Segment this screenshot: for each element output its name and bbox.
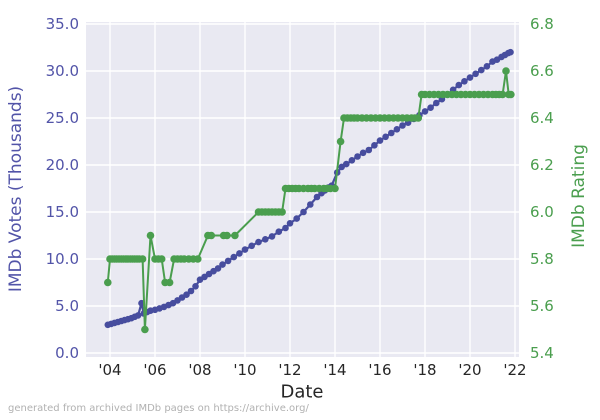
votes-data-point — [293, 215, 301, 222]
votes-data-point — [371, 142, 378, 149]
rating-data-point — [157, 255, 166, 263]
left-tick-labels: 0.0 5.0 10.0 15.0 20.0 25.0 30.0 35.0 — [46, 15, 79, 362]
x-axis-tick-label: '08 — [188, 361, 211, 379]
left-axis-tick-label: 15.0 — [46, 203, 79, 221]
votes-data-point — [365, 146, 373, 154]
votes-data-point — [427, 104, 434, 111]
left-axis-tick-label: 10.0 — [46, 250, 79, 268]
votes-data-point — [183, 291, 190, 299]
rating-data-point — [146, 231, 155, 240]
rating-data-point — [278, 208, 286, 216]
votes-data-point — [359, 149, 367, 157]
rating-data-point — [331, 184, 339, 193]
x-axis-tick-label: '16 — [368, 361, 391, 379]
votes-data-point — [433, 99, 440, 107]
votes-data-point — [478, 66, 485, 74]
x-axis-tick-label: '14 — [323, 361, 346, 379]
votes-data-point — [483, 63, 491, 70]
votes-data-point — [466, 74, 474, 81]
votes-data-point — [134, 312, 142, 319]
votes-data-point — [255, 238, 262, 246]
votes-data-point — [192, 283, 199, 290]
votes-data-point — [282, 224, 289, 232]
votes-data-point — [224, 257, 232, 265]
rating-data-point — [165, 278, 174, 287]
rating-data-point — [336, 137, 345, 146]
votes-data-point — [354, 153, 361, 160]
votes-data-point — [268, 233, 276, 240]
right-axis-tick-label: 6.0 — [530, 203, 554, 221]
votes-data-point — [187, 287, 195, 295]
attribution-note: generated from archived IMDb pages on ht… — [8, 403, 309, 414]
votes-data-point — [275, 228, 283, 235]
votes-data-point — [455, 81, 463, 89]
right-tick-labels: 5.4 5.6 5.8 6.0 6.2 6.4 6.6 6.8 — [530, 15, 554, 362]
x-axis-tick-label: '06 — [143, 361, 166, 379]
rating-data-point — [141, 325, 149, 334]
votes-data-point — [300, 208, 307, 216]
votes-data-point — [472, 70, 479, 78]
rating-data-point — [502, 67, 510, 75]
votes-data-point — [421, 108, 429, 115]
x-axis-tick-label: '18 — [413, 361, 436, 379]
rating-data-point — [138, 255, 147, 263]
votes-data-point — [313, 193, 321, 201]
votes-data-point — [307, 201, 314, 208]
rating-data-point — [207, 231, 216, 240]
left-axis-tick-label: 20.0 — [46, 156, 79, 174]
votes-data-point — [388, 129, 395, 137]
rating-data-point — [507, 90, 515, 99]
x-tick-labels: '04 '06 '08 '10 '12 '14 '16 '18 '20 '22 — [98, 361, 526, 379]
votes-data-point — [262, 236, 269, 243]
votes-data-point — [343, 160, 350, 168]
y-axis-label-left: IMDb Votes (Thousands) — [6, 85, 26, 293]
votes-data-point — [376, 137, 384, 144]
votes-data-point — [219, 261, 226, 268]
votes-data-point — [348, 157, 356, 164]
votes-data-point — [230, 253, 238, 261]
left-axis-tick-label: 0.0 — [55, 344, 79, 362]
rating-data-point — [223, 231, 231, 240]
right-axis-tick-label: 6.6 — [530, 62, 554, 80]
right-axis-tick-label: 5.8 — [530, 250, 554, 268]
votes-data-point — [248, 242, 255, 250]
votes-data-point — [241, 246, 249, 253]
votes-data-point — [286, 220, 294, 227]
rating-data-point — [498, 90, 507, 99]
votes-data-point — [399, 122, 406, 129]
rating-data-point — [414, 114, 423, 122]
votes-data-point — [214, 265, 222, 272]
right-axis-tick-label: 6.2 — [530, 156, 554, 174]
x-axis-tick-label: '10 — [233, 361, 256, 379]
x-axis-tick-label: '22 — [503, 361, 526, 379]
votes-data-point — [236, 250, 243, 257]
right-axis-tick-label: 5.6 — [530, 297, 554, 315]
votes-data-point — [461, 78, 468, 85]
left-axis-tick-label: 25.0 — [46, 109, 79, 127]
rating-data-point — [231, 231, 239, 240]
rating-series — [104, 67, 515, 334]
left-axis-tick-label: 30.0 — [46, 62, 79, 80]
x-axis-label: Date — [280, 381, 324, 403]
votes-data-point — [507, 48, 514, 56]
x-axis-tick-label: '20 — [458, 361, 481, 379]
y-axis-label-right: IMDb Rating — [569, 144, 589, 248]
x-axis-tick-label: '04 — [98, 361, 121, 379]
x-axis-tick-label: '12 — [278, 361, 301, 379]
right-axis-tick-label: 6.8 — [530, 15, 554, 33]
votes-data-point — [382, 133, 389, 141]
votes-data-point — [393, 126, 401, 133]
right-axis-tick-label: 5.4 — [530, 344, 554, 362]
rating-data-point — [194, 255, 202, 263]
rating-data-point — [104, 278, 112, 287]
left-axis-tick-label: 5.0 — [55, 297, 79, 315]
left-axis-tick-label: 35.0 — [46, 15, 79, 33]
right-axis-tick-label: 6.4 — [530, 109, 554, 127]
